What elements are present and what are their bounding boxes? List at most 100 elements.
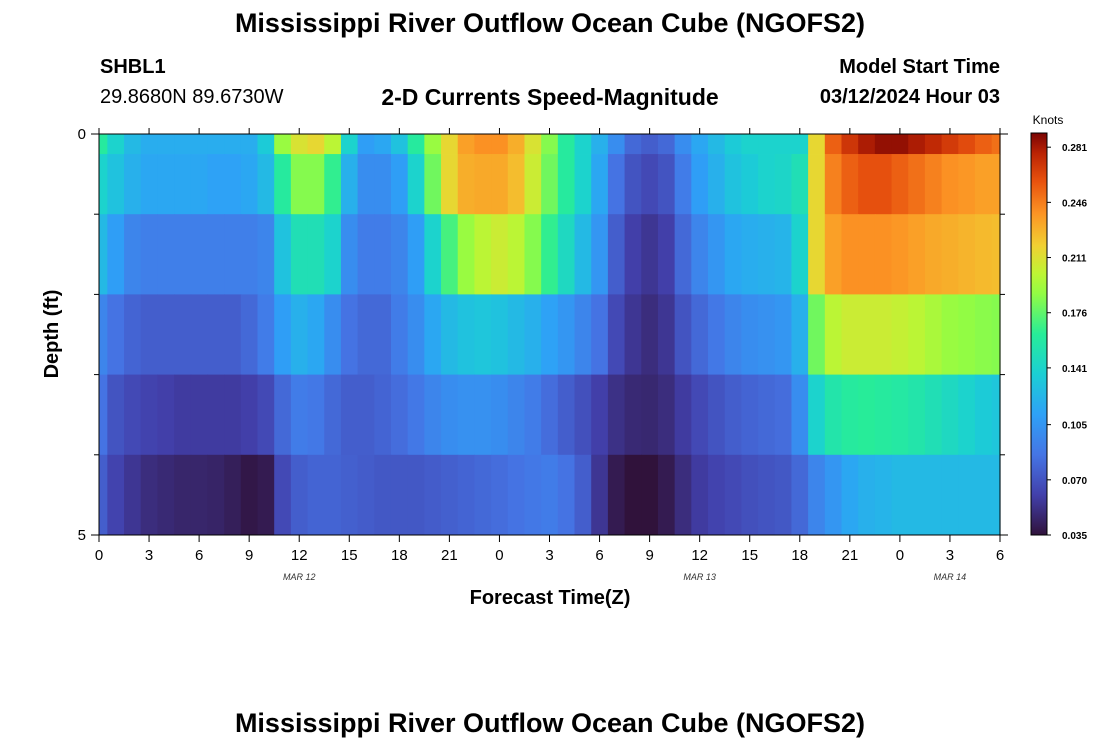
heatmap-cell [841,214,859,295]
heatmap-cell [991,134,1001,155]
heatmap-cell [541,294,559,375]
heatmap-cell [524,294,542,375]
heatmap-cell [224,154,242,215]
heatmap-cell [474,454,492,536]
heatmap-cell [507,454,526,536]
heatmap-cell [741,454,759,536]
heatmap-cell [340,134,359,155]
heatmap-cell [958,214,976,295]
heatmap-cell [207,154,225,215]
heatmap-cell [441,294,459,375]
heatmap-cell [691,214,709,295]
heatmap-cell [557,374,576,456]
heatmap-cell [99,154,108,215]
heatmap-cell [257,134,275,155]
heatmap-cell [324,134,342,155]
heatmap-cell [924,454,943,536]
heatmap-cell [657,454,676,536]
heatmap-cell [858,294,876,375]
heatmap-cell [808,134,826,155]
heatmap-cell [858,454,876,536]
heatmap-cell [624,294,642,375]
colorbar-tick-label: 0.176 [1062,309,1087,320]
heatmap-cell [407,454,425,536]
heatmap-cell [874,294,893,375]
heatmap-cell [274,214,292,295]
heatmap-cell [774,214,793,295]
heatmap-cell [574,294,592,375]
heatmap-cell [174,134,192,155]
heatmap-cell [374,154,392,215]
heatmap-cell [441,134,459,155]
heatmap-cell [624,214,642,295]
heatmap-cell [207,214,225,295]
heatmap-cell [190,454,209,536]
heatmap-cell [774,454,793,536]
heatmap-cell [307,374,325,456]
heatmap-cell [491,374,509,456]
heatmap-cell [841,454,859,536]
heatmap-cell [758,134,776,155]
heatmap-cell [574,154,592,215]
heatmap-cell [657,154,676,215]
heatmap-cell [941,134,959,155]
heatmap-cell [557,134,576,155]
heatmap-cell [99,214,108,295]
x-tick-label: 6 [595,547,603,564]
heatmap-cell [190,294,209,375]
heatmap-cell [524,154,542,215]
heatmap-cell [174,294,192,375]
heatmap-cell [290,134,309,155]
heatmap-cell [974,134,993,155]
heatmap-cell [207,294,225,375]
heatmap-cell [958,294,976,375]
heatmap-cell [257,454,275,536]
heatmap-cell [674,154,692,215]
heatmap-cell [657,374,676,456]
heatmap-cell [224,454,242,536]
heatmap-cell [99,454,108,536]
heatmap-cell [708,374,726,456]
x-tick-label: 18 [791,547,808,564]
heatmap-cell [190,214,209,295]
heatmap-cell [374,374,392,456]
heatmap-cell [557,294,576,375]
heatmap-cell [908,454,926,536]
heatmap-cell [190,154,209,215]
heatmap-cell [691,294,709,375]
heatmap-cell [207,134,225,155]
colorbar-tick-label: 0.141 [1062,364,1087,375]
heatmap-cell [774,134,793,155]
heatmap-cell [641,134,659,155]
heatmap-cell [641,374,659,456]
heatmap-cell [758,374,776,456]
heatmap-cell [224,374,242,456]
heatmap-cell [841,134,859,155]
x-tick-label: 3 [145,547,153,564]
heatmap-cell [474,294,492,375]
heatmap-cell [107,374,125,456]
heatmap-cell [390,154,409,215]
heatmap-cell [924,134,943,155]
heatmap-cell [524,214,542,295]
colorbar-label: Knots [1033,113,1064,127]
colorbar-tick-label: 0.070 [1062,476,1087,487]
heatmap-cell [574,134,592,155]
heatmap-cell [340,214,359,295]
heatmap-cell [324,374,342,456]
heatmap-cell [624,134,642,155]
heatmap-cell [824,294,843,375]
heatmap-cell [240,374,259,456]
colorbar-tick-label: 0.105 [1062,421,1087,432]
heatmap-cell [841,154,859,215]
heatmap-cell [157,374,175,456]
heatmap-cell [140,374,158,456]
heatmap-cell [157,154,175,215]
heatmap-cell [674,454,692,536]
heatmap-cell [557,154,576,215]
heatmap-cell [407,134,425,155]
y-axis: 05 [78,126,1008,544]
heatmap-cell [691,154,709,215]
heatmap-cell [591,454,609,536]
heatmap-cell [107,454,125,536]
